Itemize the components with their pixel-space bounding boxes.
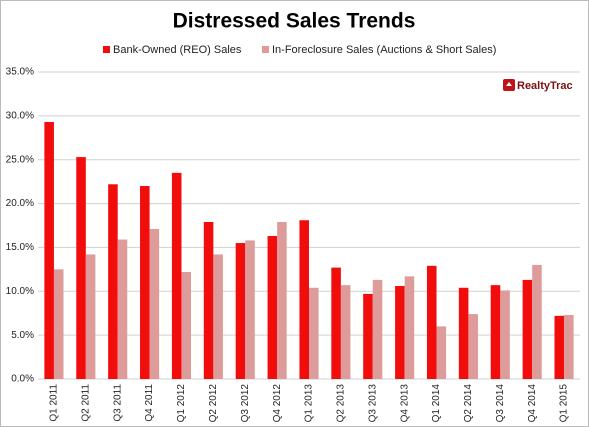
- y-tick-label: 25.0%: [6, 154, 34, 165]
- bar: [171, 172, 182, 379]
- bar: [277, 221, 287, 379]
- bar: [309, 287, 319, 379]
- x-tick-label: Q2 2013: [336, 384, 347, 423]
- bar: [85, 254, 96, 379]
- x-tick-label: Q1 2012: [176, 384, 187, 423]
- bar: [117, 239, 128, 379]
- y-tick-label: 15.0%: [6, 242, 34, 253]
- x-tick-label: Q4 2013: [399, 384, 410, 423]
- bar: [372, 279, 383, 379]
- bar: [235, 243, 246, 379]
- bar: [181, 271, 192, 379]
- bar: [564, 314, 574, 379]
- bar: [404, 276, 415, 379]
- x-tick-label: Q4 2012: [272, 384, 283, 423]
- x-tick-label: Q3 2014: [495, 384, 506, 423]
- bar: [468, 314, 478, 379]
- bar: [331, 267, 341, 379]
- bar: [340, 285, 351, 379]
- chart-title: Distressed Sales Trends: [173, 10, 416, 33]
- bar: [149, 229, 160, 379]
- bar: [299, 220, 309, 379]
- x-tick-label: Q2 2014: [463, 384, 474, 423]
- legend-label: In-Foreclosure Sales (Auctions & Short S…: [272, 44, 496, 56]
- bar: [532, 264, 542, 379]
- x-tick-label: Q1 2015: [559, 384, 570, 423]
- x-tick-label: Q4 2011: [144, 384, 155, 422]
- x-tick-label: Q3 2011: [112, 384, 123, 422]
- x-tick-label: Q3 2012: [240, 384, 251, 423]
- bar: [53, 269, 64, 379]
- bar: [213, 254, 223, 379]
- x-tick-label: Q1 2011: [49, 384, 60, 422]
- bar: [44, 121, 54, 380]
- x-tick-label: Q1 2014: [431, 384, 442, 423]
- x-tick-label: Q2 2012: [208, 384, 219, 423]
- legend-swatch: [262, 46, 269, 53]
- logo-house: [506, 82, 512, 86]
- bar: [426, 265, 437, 379]
- x-tick-label: Q2 2011: [80, 384, 91, 422]
- y-tick-label: 30.0%: [6, 110, 34, 121]
- bar: [395, 286, 405, 379]
- bar: [140, 186, 150, 379]
- bar: [76, 157, 86, 379]
- legend-label: Bank-Owned (REO) Sales: [113, 44, 242, 56]
- bar: [490, 285, 501, 379]
- legend-swatch: [103, 46, 110, 53]
- y-tick-label: 0.0%: [11, 374, 34, 385]
- y-tick-label: 10.0%: [6, 286, 34, 297]
- y-tick-label: 35.0%: [6, 67, 34, 78]
- x-tick-label: Q4 2014: [527, 384, 538, 423]
- bar: [203, 221, 214, 379]
- x-tick-label: Q3 2013: [367, 384, 378, 423]
- bar: [108, 184, 118, 379]
- bar: [522, 279, 533, 379]
- bar: [436, 326, 447, 379]
- bar: [554, 315, 565, 379]
- bar: [245, 240, 255, 379]
- bar: [363, 293, 373, 379]
- bar: [267, 236, 278, 379]
- x-tick-label: Q1 2013: [304, 384, 315, 423]
- y-tick-label: 20.0%: [6, 198, 34, 209]
- y-tick-label: 5.0%: [11, 330, 34, 341]
- bar: [500, 290, 510, 379]
- logo-text: RealtyTrac: [517, 80, 573, 92]
- bar: [458, 287, 469, 379]
